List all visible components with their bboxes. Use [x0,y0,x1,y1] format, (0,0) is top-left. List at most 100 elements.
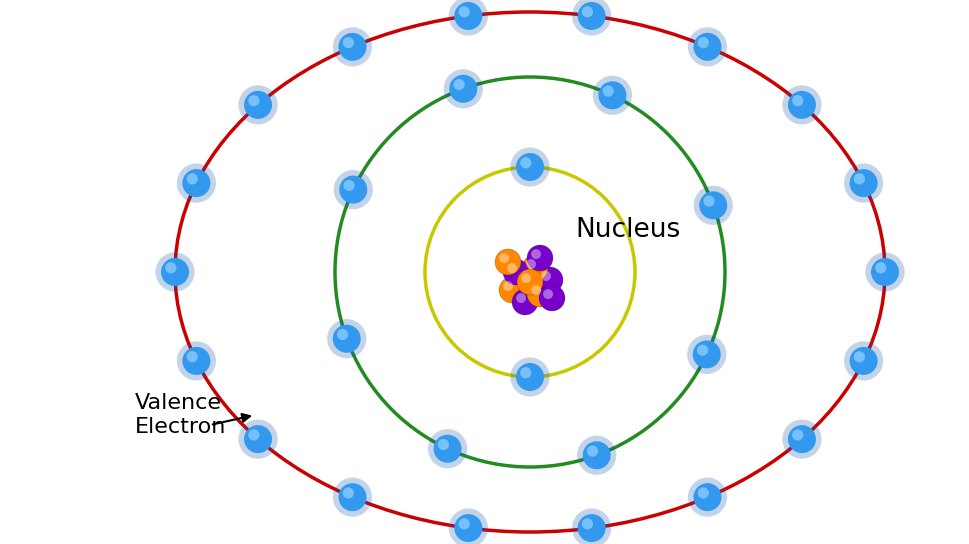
Circle shape [443,69,483,108]
Circle shape [507,263,516,273]
Text: Valence
Electron: Valence Electron [135,393,226,437]
Circle shape [697,37,708,48]
Circle shape [526,245,552,271]
Circle shape [531,285,541,295]
Circle shape [519,367,531,379]
Circle shape [449,509,487,544]
Circle shape [572,509,610,544]
Circle shape [453,2,482,30]
Circle shape [541,271,550,281]
Circle shape [498,277,524,303]
Circle shape [693,483,721,511]
Circle shape [692,341,720,368]
Circle shape [238,419,277,459]
Circle shape [543,289,552,299]
Circle shape [244,91,271,119]
Circle shape [843,341,883,380]
Circle shape [849,169,877,197]
Circle shape [578,2,605,30]
Circle shape [864,252,904,292]
Circle shape [537,267,562,293]
Circle shape [581,518,592,529]
Circle shape [449,0,487,35]
Circle shape [433,435,461,463]
Circle shape [458,518,469,529]
Circle shape [510,357,549,397]
Circle shape [176,341,216,380]
Circle shape [792,95,802,106]
Circle shape [186,351,198,362]
Circle shape [437,439,449,450]
Circle shape [182,169,210,197]
Circle shape [155,252,195,292]
Circle shape [792,429,802,441]
Circle shape [687,478,727,517]
Circle shape [687,27,727,66]
Circle shape [327,319,366,358]
Circle shape [427,429,467,468]
Circle shape [244,425,271,453]
Circle shape [874,262,886,274]
Circle shape [581,6,592,17]
Circle shape [503,259,528,285]
Circle shape [333,170,372,209]
Circle shape [525,259,536,269]
Circle shape [516,269,543,295]
Circle shape [686,335,726,374]
Circle shape [238,85,277,125]
Circle shape [499,253,509,263]
Circle shape [449,75,477,103]
Circle shape [787,91,815,119]
Circle shape [520,273,530,283]
Circle shape [338,33,366,61]
Circle shape [510,147,549,187]
Circle shape [342,37,354,48]
Circle shape [572,0,610,35]
Circle shape [516,293,525,303]
Circle shape [699,191,727,219]
Circle shape [516,363,544,391]
Circle shape [782,85,821,125]
Circle shape [592,76,632,115]
Circle shape [519,157,531,169]
Circle shape [186,174,198,184]
Circle shape [458,6,469,17]
Circle shape [693,33,721,61]
Circle shape [453,514,482,542]
Circle shape [602,85,613,97]
Circle shape [339,176,367,203]
Circle shape [787,425,815,453]
Circle shape [248,429,259,441]
Circle shape [332,27,372,66]
Circle shape [182,347,210,375]
Circle shape [516,153,544,181]
Circle shape [782,419,821,459]
Circle shape [696,344,707,356]
Circle shape [586,446,598,456]
Circle shape [578,514,605,542]
Circle shape [336,329,348,340]
Circle shape [332,478,372,517]
Circle shape [176,164,216,203]
Circle shape [853,174,864,184]
Circle shape [494,249,520,275]
Circle shape [342,487,354,498]
Circle shape [531,249,541,259]
Circle shape [853,351,864,362]
Circle shape [849,347,877,375]
Circle shape [503,281,513,291]
Circle shape [512,289,538,315]
Circle shape [582,441,610,469]
Circle shape [843,164,883,203]
Circle shape [697,487,708,498]
Circle shape [598,81,626,109]
Circle shape [165,262,176,274]
Circle shape [332,325,360,353]
Circle shape [703,195,714,207]
Circle shape [248,95,259,106]
Circle shape [870,258,898,286]
Circle shape [539,285,564,311]
Circle shape [161,258,189,286]
Text: Nucleus: Nucleus [575,217,679,243]
Circle shape [453,79,464,90]
